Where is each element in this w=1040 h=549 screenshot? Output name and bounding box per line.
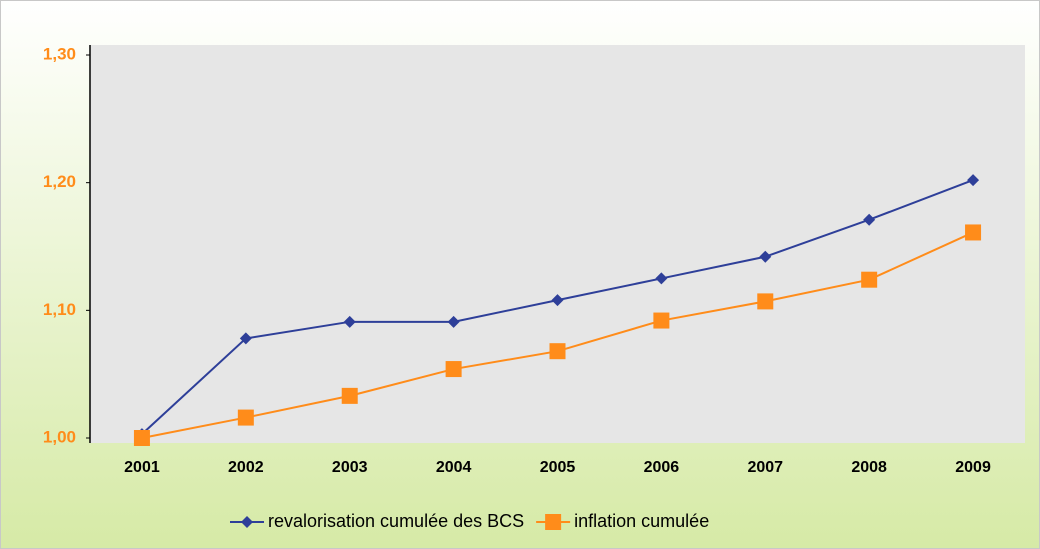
marker [343, 315, 356, 328]
marker [447, 315, 460, 328]
marker [341, 387, 358, 404]
marker [759, 250, 772, 263]
y-tick-label: 1,00 [43, 427, 76, 446]
x-tick-label: 2008 [851, 459, 887, 476]
legend-marker [241, 516, 253, 528]
marker [237, 409, 254, 426]
marker [445, 361, 462, 378]
x-tick-label: 2006 [644, 459, 680, 476]
x-tick-label: 2007 [747, 459, 783, 476]
marker [965, 224, 982, 241]
marker [863, 213, 876, 226]
marker [655, 272, 668, 285]
y-tick-label: 1,20 [43, 172, 76, 191]
y-tick-label: 1,30 [43, 44, 76, 63]
marker [967, 174, 980, 187]
marker [653, 312, 670, 329]
marker [551, 294, 564, 307]
plot-area [90, 45, 1025, 443]
x-tick-label: 2002 [228, 459, 264, 476]
marker [757, 293, 774, 310]
marker [239, 332, 252, 345]
marker [549, 343, 566, 360]
x-tick-label: 2009 [955, 459, 991, 476]
x-tick-label: 2005 [540, 459, 576, 476]
marker [133, 430, 150, 446]
marker [861, 271, 878, 288]
y-tick-label: 1,10 [43, 300, 76, 319]
x-tick-label: 2001 [124, 459, 160, 476]
x-tick-label: 2003 [332, 459, 368, 476]
x-tick-label: 2004 [436, 459, 472, 476]
legend-label: revalorisation cumulée des BCS [268, 511, 524, 531]
legend-marker [545, 514, 562, 530]
legend-label: inflation cumulée [574, 511, 709, 531]
